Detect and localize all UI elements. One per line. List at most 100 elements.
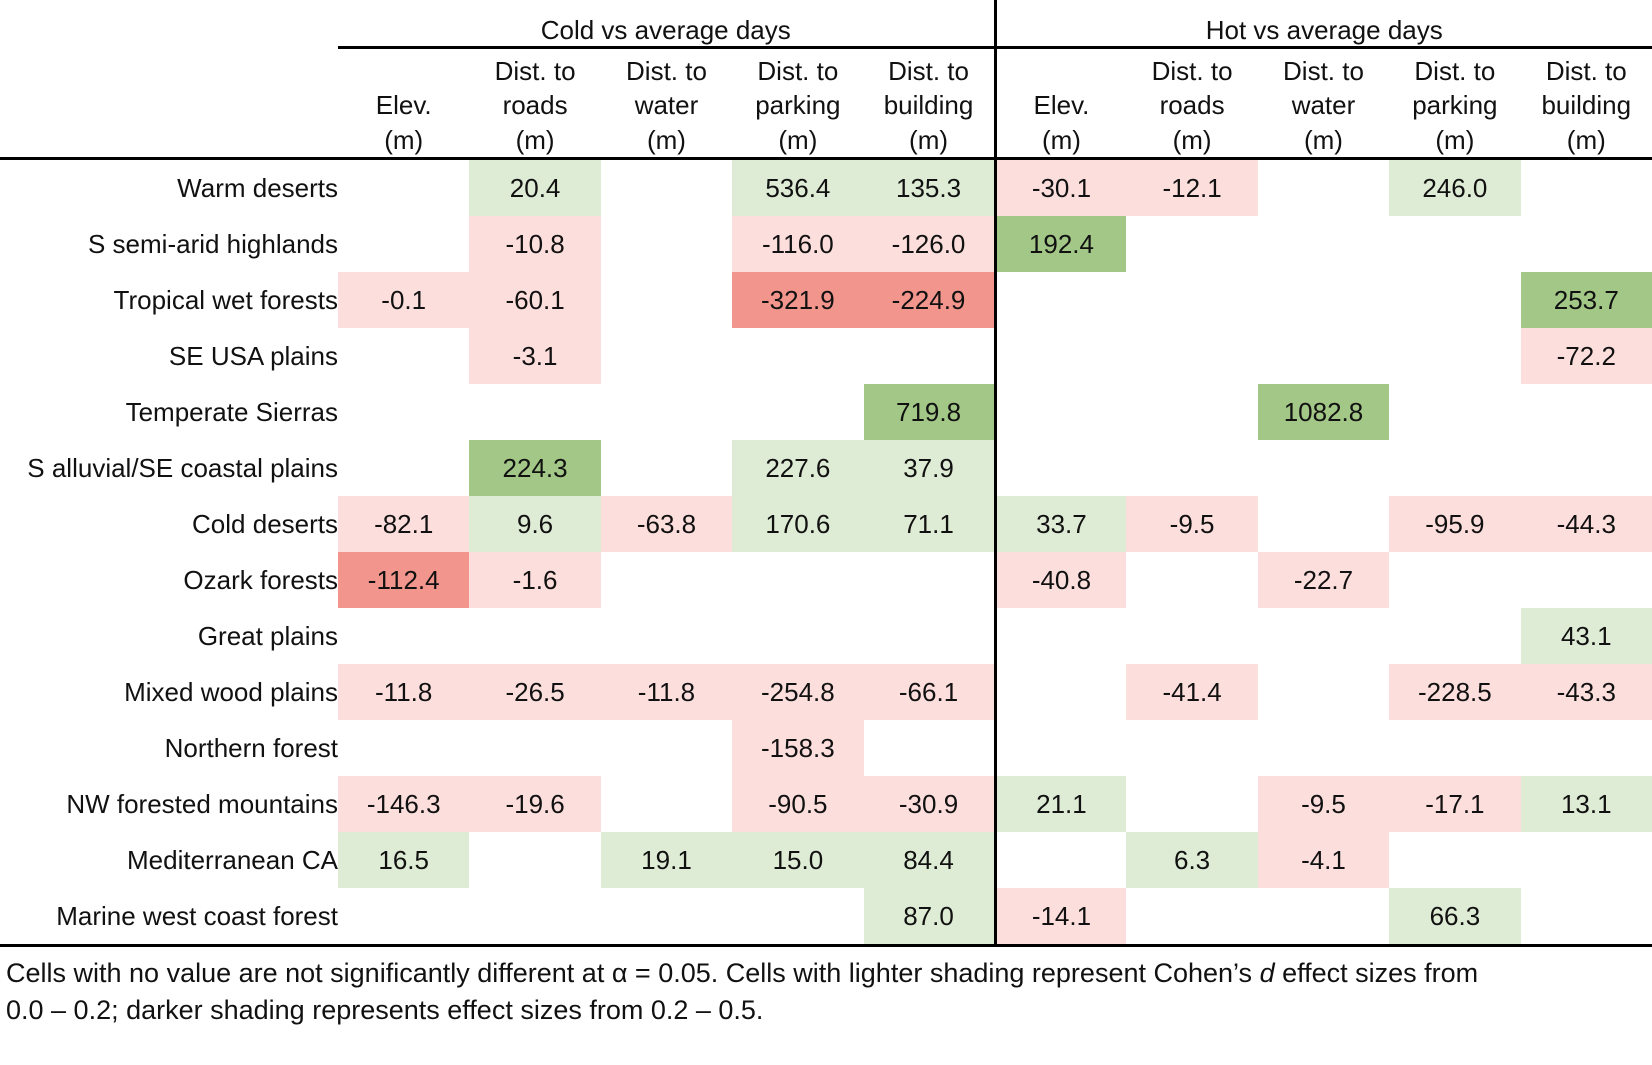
cell: -82.1 bbox=[338, 496, 470, 552]
cell: 43.1 bbox=[1520, 608, 1652, 664]
cell bbox=[1389, 384, 1521, 440]
row-label: Temperate Sierras bbox=[125, 396, 338, 427]
cell bbox=[1389, 608, 1521, 664]
table-row: Cold deserts -82.1 9.6 -63.8 170.6 71.1 33.7 -9… bbox=[0, 496, 1652, 552]
row-label: S semi-arid highlands bbox=[87, 228, 338, 259]
table-row: Temperate Sierras 719.8 1082.8 bbox=[0, 384, 1652, 440]
cell bbox=[338, 216, 470, 272]
cell bbox=[600, 272, 733, 328]
cell: -41.4 bbox=[1126, 664, 1258, 720]
cell bbox=[993, 832, 1127, 888]
cell: 224.3 bbox=[469, 440, 601, 496]
cell bbox=[863, 608, 995, 664]
column-header-row: Elev. (m) Dist. to roads (m) Dist. to water (m)… bbox=[0, 47, 1652, 160]
cell bbox=[600, 216, 733, 272]
column-header-hot-water: Dist. to water (m) bbox=[1257, 47, 1390, 160]
cell bbox=[600, 776, 733, 832]
cell: 6.3 bbox=[1126, 832, 1258, 888]
cell bbox=[1126, 776, 1258, 832]
cell bbox=[993, 720, 1127, 776]
cell bbox=[732, 608, 864, 664]
cell: 15.0 bbox=[732, 832, 864, 888]
cell bbox=[1389, 216, 1521, 272]
cell: -254.8 bbox=[732, 664, 864, 720]
cell: -158.3 bbox=[732, 720, 864, 776]
cell bbox=[1257, 608, 1390, 664]
cell: 135.3 bbox=[863, 158, 995, 216]
cell: -66.1 bbox=[863, 664, 995, 720]
cell: -26.5 bbox=[469, 664, 601, 720]
cell: -17.1 bbox=[1389, 776, 1521, 832]
cell: -63.8 bbox=[600, 496, 733, 552]
row-label: S alluvial/SE coastal plains bbox=[27, 452, 338, 483]
cell bbox=[1257, 888, 1390, 947]
row-label: Mediterranean CA bbox=[127, 844, 338, 875]
cell bbox=[469, 888, 601, 947]
cell bbox=[1520, 720, 1652, 776]
cell bbox=[338, 384, 470, 440]
table-row: Warm deserts 20.4 536.4 135.3 -30.1 -12.1 246.… bbox=[0, 158, 1652, 216]
column-header-hot-roads: Dist. to roads (m) bbox=[1126, 47, 1258, 160]
cell: 246.0 bbox=[1389, 158, 1521, 216]
corner-spacer bbox=[0, 47, 338, 160]
table-row: Northern forest -158.3 bbox=[0, 720, 1652, 776]
cell: -9.5 bbox=[1257, 776, 1390, 832]
row-label: Ozark forests bbox=[183, 564, 338, 595]
cell: 536.4 bbox=[732, 158, 864, 216]
cell bbox=[1126, 720, 1258, 776]
cell: 1082.8 bbox=[1257, 384, 1390, 440]
group-header-cold: Cold vs average days bbox=[338, 0, 995, 49]
cell bbox=[600, 720, 733, 776]
cell bbox=[993, 272, 1127, 328]
cell: -10.8 bbox=[469, 216, 601, 272]
cell: -14.1 bbox=[993, 888, 1127, 947]
cell bbox=[1257, 664, 1390, 720]
group-header-hot: Hot vs average days bbox=[993, 0, 1652, 49]
cell: -11.8 bbox=[600, 664, 733, 720]
cell bbox=[469, 832, 601, 888]
row-label: Cold deserts bbox=[192, 508, 338, 539]
cell bbox=[1257, 720, 1390, 776]
cell bbox=[993, 608, 1127, 664]
cell bbox=[993, 328, 1127, 384]
column-header-cold-building: Dist. to building (m) bbox=[863, 47, 995, 160]
column-header-cold-roads: Dist. to roads (m) bbox=[469, 47, 601, 160]
cell bbox=[1520, 216, 1652, 272]
cell: -126.0 bbox=[863, 216, 995, 272]
cell: -11.8 bbox=[338, 664, 470, 720]
cell bbox=[1257, 496, 1390, 552]
cell bbox=[1126, 888, 1258, 947]
cell: 19.1 bbox=[600, 832, 733, 888]
cell: 87.0 bbox=[863, 888, 995, 947]
cell bbox=[1520, 158, 1652, 216]
table-row: Great plains 43.1 bbox=[0, 608, 1652, 664]
cell bbox=[993, 384, 1127, 440]
column-header-cold-parking: Dist. to parking (m) bbox=[732, 47, 864, 160]
row-label: Tropical wet forests bbox=[113, 284, 338, 315]
cell: -4.1 bbox=[1257, 832, 1390, 888]
column-header-hot-building: Dist. to building (m) bbox=[1520, 47, 1652, 160]
cell: -19.6 bbox=[469, 776, 601, 832]
cell: 719.8 bbox=[863, 384, 995, 440]
cell bbox=[1126, 552, 1258, 608]
cell: -3.1 bbox=[469, 328, 601, 384]
cell: -22.7 bbox=[1257, 552, 1390, 608]
cell: -95.9 bbox=[1389, 496, 1521, 552]
cell bbox=[1126, 272, 1258, 328]
cell bbox=[1389, 272, 1521, 328]
cell bbox=[469, 384, 601, 440]
row-label: Great plains bbox=[197, 620, 338, 651]
table-row: SE USA plains -3.1 -72.2 bbox=[0, 328, 1652, 384]
cell bbox=[732, 384, 864, 440]
cell bbox=[1389, 720, 1521, 776]
table-row: Marine west coast forest 87.0 -14.1 66.3 bbox=[0, 888, 1652, 947]
cell: 33.7 bbox=[993, 496, 1127, 552]
cell: -30.1 bbox=[993, 158, 1127, 216]
table-row: NW forested mountains -146.3 -19.6 -90.5 -30… bbox=[0, 776, 1652, 832]
cell bbox=[469, 720, 601, 776]
cell bbox=[863, 720, 995, 776]
cell bbox=[1389, 328, 1521, 384]
cell: 21.1 bbox=[993, 776, 1127, 832]
corner-spacer bbox=[0, 0, 338, 48]
cell bbox=[600, 158, 733, 216]
